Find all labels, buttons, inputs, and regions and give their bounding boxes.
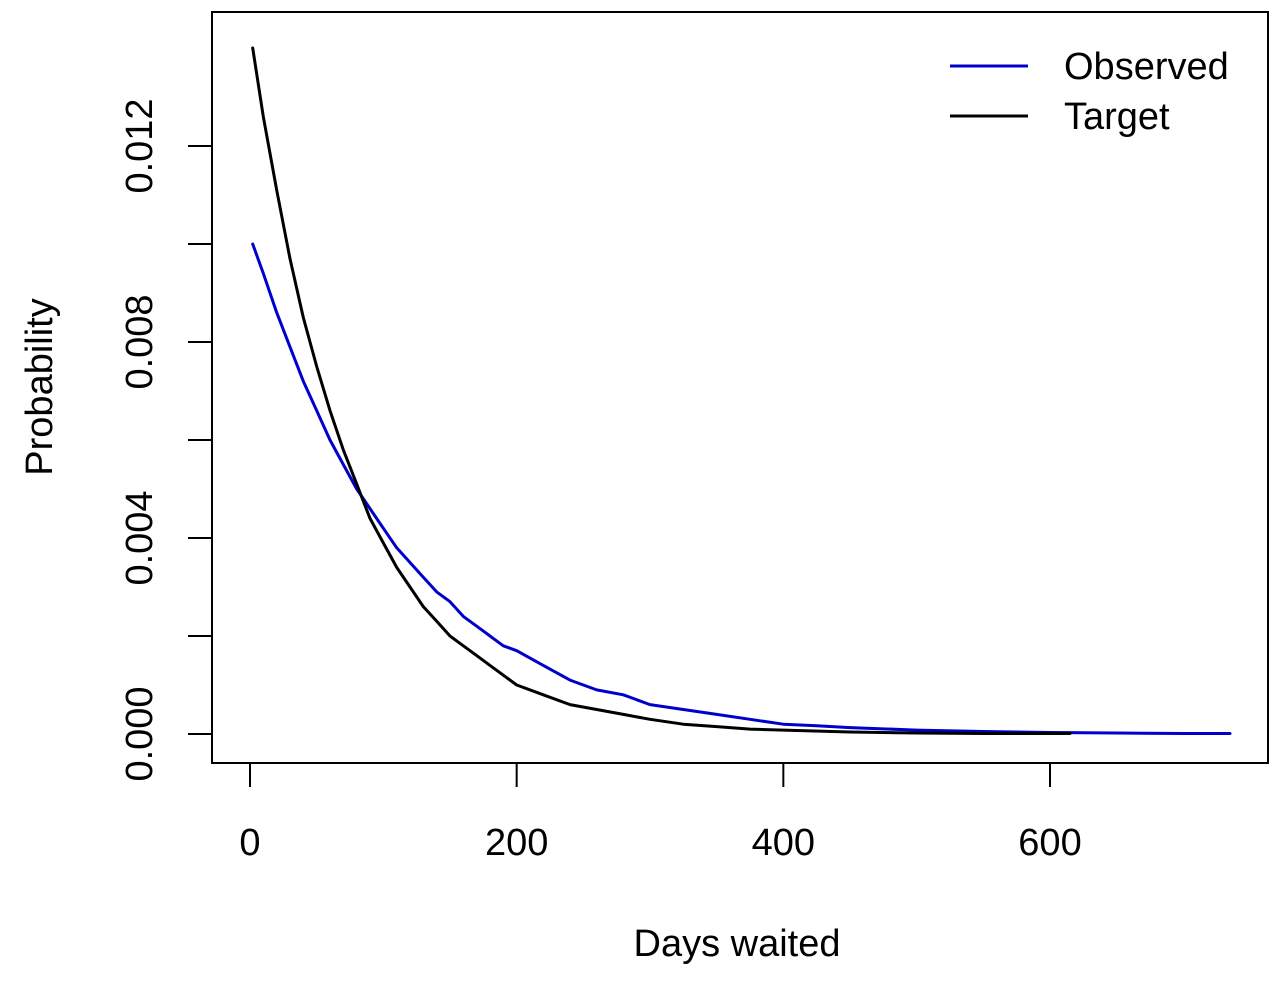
x-tick-label: 0 [239, 822, 260, 864]
legend-label-target: Target [1064, 96, 1170, 138]
x-tick-label: 600 [1018, 822, 1081, 864]
series-layer [251, 46, 1232, 735]
x-axis-title: Days waited [634, 923, 841, 965]
y-axis-title: Probability [19, 298, 61, 475]
x-tick-label: 400 [752, 822, 815, 864]
y-tick-label: 0.012 [119, 98, 161, 193]
y-tick-label: 0.000 [119, 686, 161, 781]
y-axis: 0.000 0.004 0.008 0.012 [119, 98, 213, 782]
series-line-target [251, 46, 1072, 735]
y-tick-label: 0.008 [119, 294, 161, 389]
x-axis: 0 200 400 600 [239, 762, 1082, 864]
y-tick-label: 0.004 [119, 490, 161, 585]
legend: Observed Target [950, 46, 1229, 138]
x-tick-label: 200 [485, 822, 548, 864]
series-line-observed [251, 242, 1232, 735]
legend-label-observed: Observed [1064, 46, 1229, 88]
